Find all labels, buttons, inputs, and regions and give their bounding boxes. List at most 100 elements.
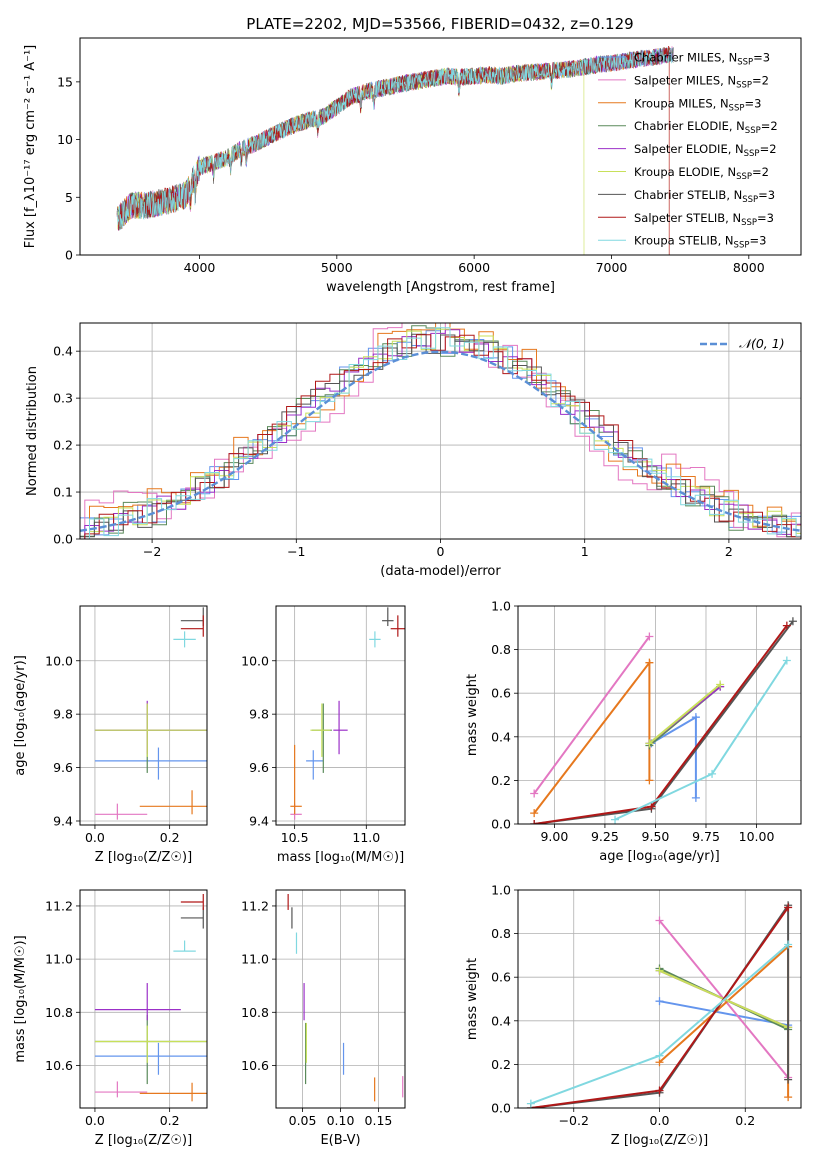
plot-area-mass-vs-EBV [287, 893, 404, 1102]
weight-marker [645, 632, 654, 641]
weight-marker [784, 940, 793, 949]
y-tick-label: 9.4 [53, 813, 73, 828]
errorbar-point [94, 1014, 207, 1085]
errorbar-point [290, 744, 302, 815]
y-tick-label: 11.0 [45, 952, 73, 967]
spectrum-line [116, 47, 674, 231]
y-tick-label: 10.0 [241, 653, 269, 668]
x-axis-label: age [log₁₀(age/yr)] [599, 849, 720, 864]
weight-marker [647, 802, 656, 811]
weight-marker [530, 789, 539, 798]
y-tick-label: 0.8 [491, 642, 511, 657]
errorbar-point [173, 631, 196, 648]
y-tick-label: 11.2 [45, 898, 73, 913]
axes-frame [79, 37, 802, 256]
weight-line [648, 683, 721, 745]
x-tick-label: 8000 [733, 260, 765, 275]
errorbar-point [333, 700, 348, 755]
spectrum-line [116, 47, 674, 230]
x-tick-label: 11.0 [352, 830, 380, 845]
y-tick-label: 0.2 [491, 773, 511, 788]
x-tick-label: 10.5 [281, 830, 309, 845]
errorbar-point [180, 615, 204, 637]
plot-area-residuals [80, 323, 801, 539]
weight-marker [782, 621, 791, 630]
y-tick-label: 1.0 [491, 599, 511, 614]
x-tick-label: 7000 [596, 260, 628, 275]
y-tick-label: 9.8 [53, 707, 73, 722]
errorbar-point [369, 631, 381, 648]
y-tick-label: 10.6 [241, 1058, 269, 1073]
plot-area-age-vs-Z [94, 607, 207, 820]
x-tick-label: 9.00 [540, 829, 568, 844]
x-tick-label: 2 [725, 544, 733, 559]
x-tick-label: 6000 [458, 260, 490, 275]
x-tick-label: 0 [437, 544, 445, 559]
y-tick-label: 0.4 [53, 344, 73, 359]
errorbar-point [306, 750, 324, 780]
y-tick-label: 9.6 [249, 760, 269, 775]
x-tick-label: −1 [287, 544, 305, 559]
x-tick-label: 9.25 [591, 829, 619, 844]
axes-frame [275, 605, 406, 826]
legend-label: Kroupa ELODIE, NSSP=2 [634, 165, 769, 182]
spectrum-line [116, 47, 670, 255]
y-tick-label: 1.0 [491, 883, 511, 898]
legend-label: 𝒩(0, 1) [739, 336, 785, 351]
y-axis-label: Flux [f_λ10⁻¹⁷ erg cm⁻² s⁻¹ A⁻¹] [23, 45, 38, 249]
y-axis-label: mass weight [465, 958, 480, 1040]
errorbar-point [180, 907, 204, 929]
x-tick-label: 1 [581, 544, 589, 559]
errorbar-point [310, 703, 331, 757]
y-tick-label: 0.0 [491, 1101, 511, 1116]
y-tick-label: 0 [65, 248, 73, 263]
weight-marker [655, 997, 664, 1006]
x-tick-label: 0.0 [85, 1113, 105, 1128]
y-tick-label: 0.0 [491, 817, 511, 832]
x-tick-label: 9.75 [692, 829, 720, 844]
axes-frame [79, 889, 208, 1109]
y-axis-label: Normed distribution [25, 366, 40, 496]
legend-label: Chabrier STELIB, NSSP=3 [634, 188, 775, 205]
weight-marker [530, 820, 539, 824]
y-tick-label: 0.8 [491, 926, 511, 941]
y-tick-label: 0.4 [491, 729, 511, 744]
x-tick-label: 9.50 [642, 829, 670, 844]
y-tick-label: 0.6 [491, 686, 511, 701]
histogram-series [84, 334, 801, 539]
errorbar-point [390, 615, 405, 637]
x-tick-label: 0.05 [289, 1113, 317, 1128]
spectrum-line [116, 47, 674, 230]
y-tick-label: 10.8 [241, 1005, 269, 1020]
errorbar-point [180, 893, 204, 910]
x-tick-label: 0.2 [160, 830, 180, 845]
errorbar-point [94, 803, 148, 820]
x-tick-label: 5000 [321, 260, 353, 275]
y-tick-label: 0.6 [491, 970, 511, 985]
x-tick-label: 0.10 [327, 1113, 355, 1128]
legend-label: Salpeter ELODIE, NSSP=2 [634, 142, 777, 159]
errorbar-point [173, 940, 196, 952]
y-tick-label: 15 [57, 74, 73, 89]
y-axis-label: mass [log₁₀(M/M☉)] [13, 935, 28, 1062]
weight-marker [655, 916, 664, 925]
weight-marker [645, 776, 654, 785]
legend-label: Chabrier ELODIE, NSSP=2 [634, 119, 778, 136]
weight-marker [530, 809, 539, 818]
y-tick-label: 10.0 [45, 653, 73, 668]
y-tick-label: 0.2 [53, 438, 73, 453]
weight-marker [655, 1051, 664, 1060]
histogram-series [89, 328, 801, 539]
x-axis-label: Z [log₁₀(Z/Z☉)] [95, 850, 192, 865]
weight-marker [691, 793, 700, 802]
x-tick-label: 0.15 [365, 1113, 393, 1128]
figure-title: PLATE=2202, MJD=53566, FIBERID=0432, z=0… [246, 15, 633, 33]
x-axis-label: E(B-V) [320, 1133, 360, 1148]
y-tick-label: 10.6 [45, 1058, 73, 1073]
weight-line [534, 620, 794, 824]
weight-marker [611, 815, 620, 824]
weight-marker [645, 739, 654, 748]
weight-marker [782, 656, 791, 665]
y-tick-label: 11.0 [241, 952, 269, 967]
